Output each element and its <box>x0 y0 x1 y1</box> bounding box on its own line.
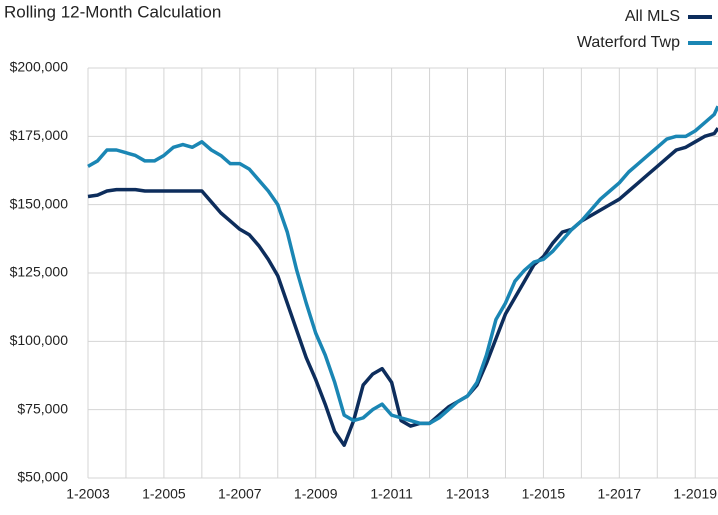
y-tick-label: $150,000 <box>10 195 69 211</box>
y-tick-label: $200,000 <box>10 59 69 75</box>
chart-title: Rolling 12-Month Calculation <box>4 2 221 21</box>
y-tick-label: $125,000 <box>10 264 69 280</box>
y-tick-label: $100,000 <box>10 332 69 348</box>
x-tick-label: 1-2017 <box>598 486 642 502</box>
legend-label: All MLS <box>625 8 680 25</box>
x-tick-label: 1-2007 <box>218 486 262 502</box>
x-tick-label: 1-2005 <box>142 486 186 502</box>
y-tick-label: $75,000 <box>17 400 68 416</box>
x-tick-label: 1-2011 <box>370 486 413 502</box>
legend-label: Waterford Twp <box>577 34 680 51</box>
line-series <box>87 105 718 426</box>
x-tick-label: 1-2009 <box>294 486 338 502</box>
x-tick-label: 1-2003 <box>66 486 110 502</box>
y-tick-label: $50,000 <box>17 469 68 485</box>
x-tick-label: 1-2015 <box>522 486 566 502</box>
x-tick-label: 1-2013 <box>446 486 490 502</box>
line-series <box>87 127 718 447</box>
x-tick-label: 1-2019 <box>673 486 717 502</box>
y-tick-label: $175,000 <box>10 127 69 143</box>
